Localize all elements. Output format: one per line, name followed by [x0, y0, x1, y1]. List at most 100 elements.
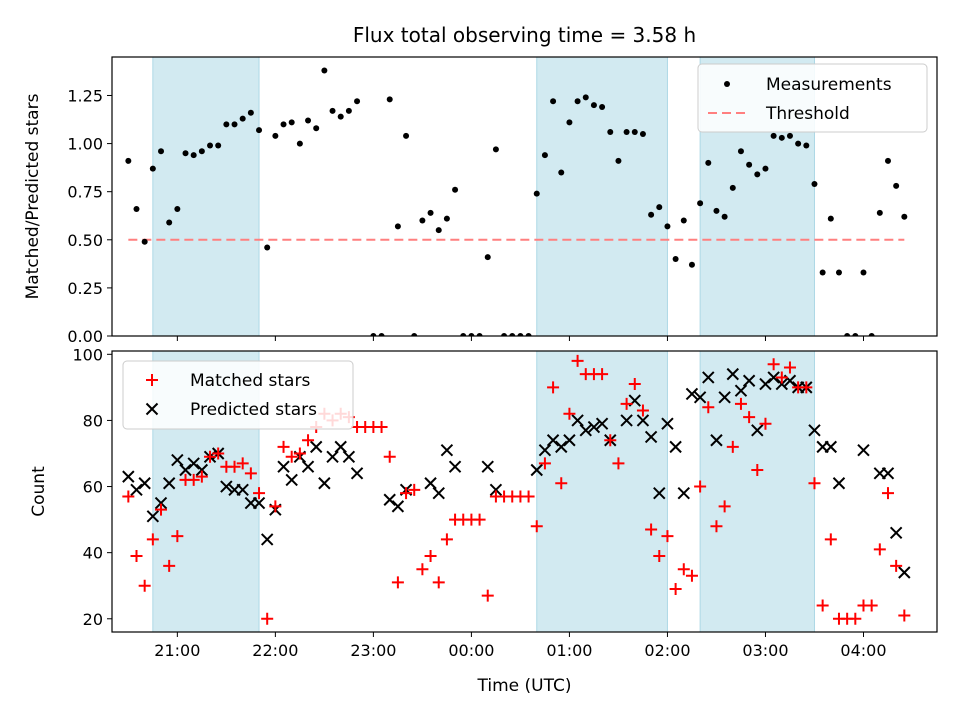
x-tick-label: 22:00	[252, 641, 298, 660]
matched-point	[244, 467, 257, 480]
measurement-point	[141, 238, 148, 245]
measurement-point	[827, 215, 834, 222]
measurement-point	[623, 129, 630, 136]
matched-point	[440, 533, 453, 546]
x-axis-label: Time (UTC)	[477, 676, 572, 696]
matched-point	[873, 543, 886, 556]
legend-box	[697, 63, 928, 133]
matched-point	[163, 559, 176, 572]
x-tick-label: 03:00	[742, 641, 788, 660]
measurement-point	[198, 148, 205, 155]
matched-point	[881, 487, 894, 500]
measurement-point	[737, 148, 744, 155]
matched-point	[195, 470, 208, 483]
legend-bottom: Matched stars Predicted stars	[122, 360, 354, 430]
y-tick-label: 20	[83, 610, 103, 629]
x-tick-label: 21:00	[154, 641, 200, 660]
measurement-point	[746, 161, 753, 168]
measurement-point	[819, 269, 826, 276]
x-tick-label: 00:00	[448, 641, 494, 660]
legend-measure-marker	[724, 81, 730, 87]
matched-point	[783, 361, 796, 374]
measurement-point	[125, 157, 132, 164]
measurement-point	[411, 333, 418, 336]
matched-point	[473, 513, 486, 526]
measurement-point	[484, 254, 491, 261]
predicted-point	[432, 486, 445, 500]
measurement-point	[370, 333, 377, 336]
matched-point	[391, 576, 404, 589]
measurement-point	[509, 333, 516, 336]
measurement-point	[876, 209, 883, 216]
matched-point	[130, 549, 143, 562]
predicted-point	[154, 496, 168, 510]
legend-matched-label: Matched stars	[190, 371, 310, 391]
measurement-point	[550, 98, 557, 105]
predicted-point	[350, 467, 364, 480]
predicted-point	[832, 477, 846, 490]
matched-point	[253, 487, 266, 500]
predicted-point	[751, 424, 764, 437]
predicted-point	[252, 496, 266, 510]
matched-point	[261, 612, 274, 625]
measurement-point	[190, 152, 197, 159]
predicted-point	[693, 391, 707, 404]
predicted-point	[334, 440, 347, 454]
legend-top: Measurements Threshold	[697, 63, 928, 133]
measurement-point	[419, 217, 426, 224]
matched-point	[685, 569, 698, 582]
legend-box	[122, 360, 354, 430]
predicted-point	[342, 450, 356, 463]
predicted-point	[571, 414, 584, 427]
predicted-point	[448, 460, 462, 473]
predicted-point	[162, 477, 176, 490]
predicted-point	[546, 434, 560, 447]
predicted-point	[440, 443, 454, 457]
y-tick-label: 1.25	[67, 86, 103, 105]
predicted-point	[391, 500, 405, 513]
matched-point	[538, 457, 551, 470]
legend-threshold-label: Threshold	[765, 104, 850, 124]
predicted-point	[595, 417, 609, 430]
predicted-point	[644, 430, 658, 444]
axes-frame	[111, 350, 938, 633]
matched-point	[555, 477, 568, 490]
measurement-point	[272, 132, 279, 139]
measurement-point	[427, 209, 434, 216]
measurement-point	[288, 119, 295, 126]
matched-point	[751, 464, 764, 477]
measurement-point	[860, 269, 867, 276]
legend-predicted-marker	[145, 402, 159, 416]
predicted-point	[424, 477, 437, 490]
measurement-point	[648, 211, 655, 218]
predicted-point	[555, 440, 568, 454]
predicted-point	[195, 463, 209, 477]
matched-point	[424, 549, 437, 562]
measurement-point	[264, 244, 271, 251]
predicted-point	[824, 440, 838, 454]
matched-point	[775, 371, 788, 384]
measurement-point	[256, 127, 263, 134]
matched-point	[702, 401, 715, 414]
measurement-point	[296, 140, 303, 147]
predicted-point	[889, 526, 903, 540]
predicted-point	[538, 443, 552, 457]
matched-point	[718, 500, 731, 513]
matched-point	[171, 530, 184, 543]
matched-point	[204, 450, 217, 463]
matched-point	[694, 480, 707, 493]
predicted-point	[179, 463, 192, 477]
y-tick-label: 0.75	[67, 183, 103, 202]
x-tick-label: 04:00	[840, 641, 886, 660]
measurement-point	[492, 146, 499, 153]
matched-point	[187, 473, 200, 486]
predicted-point	[767, 371, 780, 384]
measurement-point	[533, 190, 540, 197]
predicted-point	[677, 486, 690, 500]
matched-point	[759, 417, 772, 430]
measurement-point	[443, 215, 450, 222]
legend-matched-marker	[146, 374, 158, 386]
measurement-point	[501, 333, 508, 336]
y-tick-label: 0.25	[67, 279, 103, 298]
